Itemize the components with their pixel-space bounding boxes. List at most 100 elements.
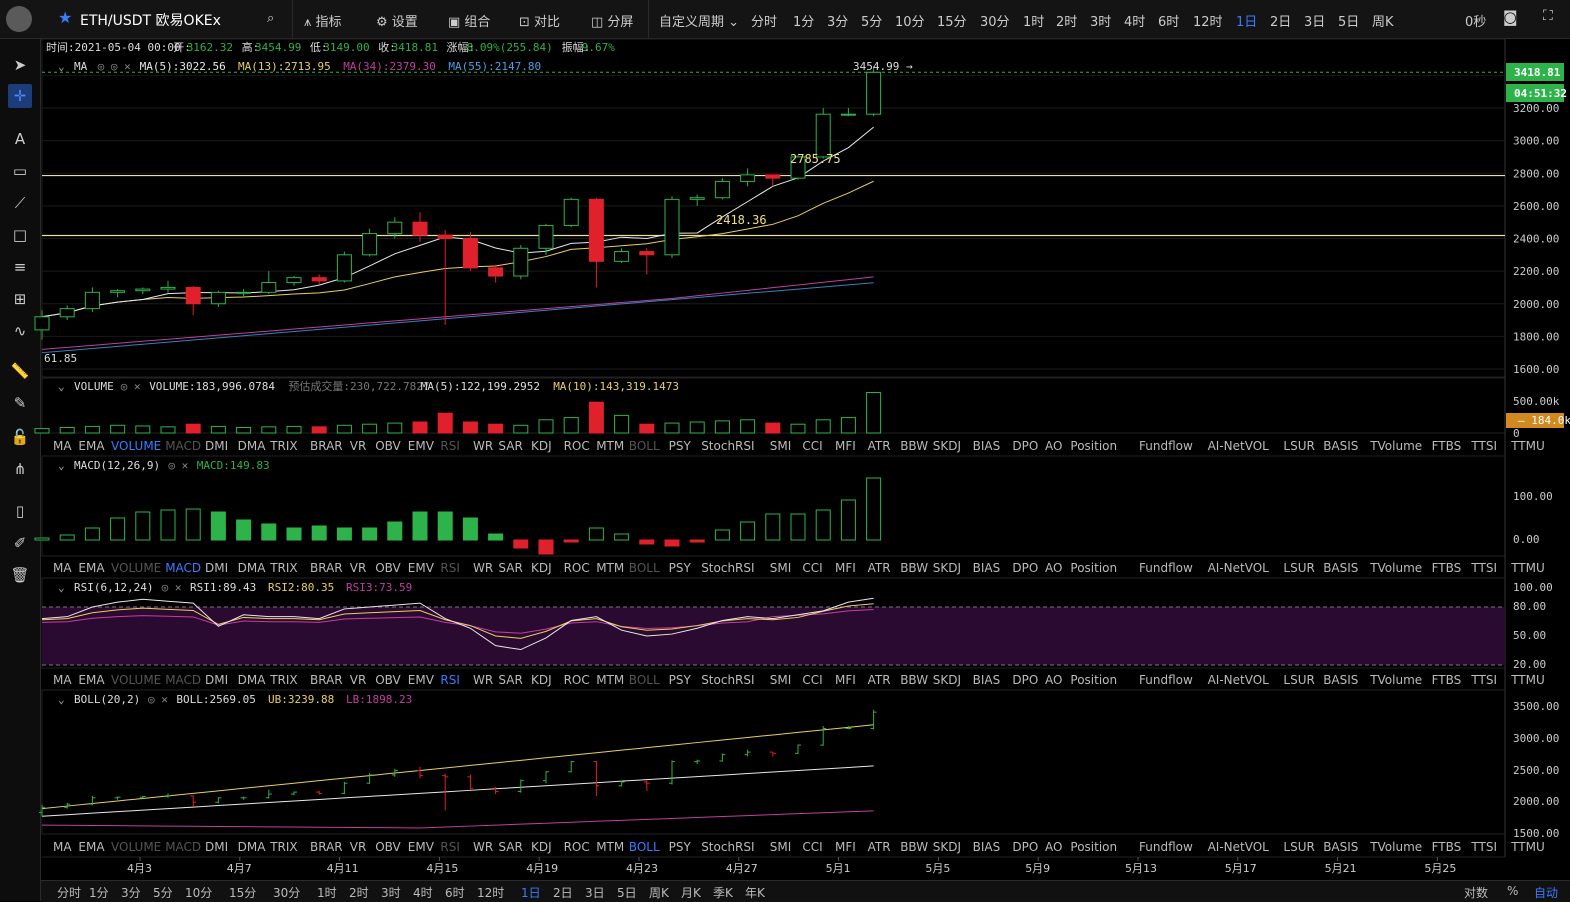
vol-tab-11[interactable]: RSI bbox=[440, 439, 460, 453]
vol-tab-24[interactable]: BBW bbox=[900, 439, 928, 453]
combo-button[interactable]: ▣ 组合 bbox=[448, 15, 491, 30]
bottom-period-13[interactable]: 1日 bbox=[521, 886, 541, 900]
rsi-tab-7[interactable]: BRAR bbox=[310, 673, 343, 687]
rsi-tab-6[interactable]: TRIX bbox=[269, 673, 297, 687]
macd-tab-19[interactable]: StochRSI bbox=[701, 561, 754, 575]
period-0[interactable]: 分时 bbox=[751, 15, 778, 30]
boll-tab-0[interactable]: MA bbox=[53, 840, 72, 854]
settings-button[interactable]: ⚙ 设置 bbox=[376, 15, 418, 30]
fib-tool-icon[interactable]: ≡ bbox=[13, 258, 27, 276]
macd-tab-24[interactable]: BBW bbox=[900, 561, 928, 575]
crosshair-icon[interactable]: ✛ bbox=[8, 84, 32, 108]
vol-tab-3[interactable]: MACD bbox=[165, 439, 201, 453]
rsi-tab-12[interactable]: WR bbox=[473, 673, 493, 687]
rsi-tab-2[interactable]: VOLUME bbox=[111, 673, 161, 687]
camera-icon[interactable]: ◙ bbox=[1503, 8, 1518, 26]
period-10[interactable]: 4时 bbox=[1124, 15, 1146, 30]
line-tool-icon[interactable]: ⟋ bbox=[14, 194, 26, 212]
vol-tab-25[interactable]: SKDJ bbox=[933, 439, 961, 453]
vol-tab-10[interactable]: EMV bbox=[408, 439, 435, 453]
bottom-period-9[interactable]: 3时 bbox=[381, 886, 401, 900]
period-4[interactable]: 10分 bbox=[895, 15, 925, 30]
macd-tab-6[interactable]: TRIX bbox=[269, 561, 297, 575]
boll-tab-4[interactable]: DMI bbox=[205, 840, 228, 854]
ruler-icon[interactable]: 📏 bbox=[10, 362, 30, 380]
bottom-period-14[interactable]: 2日 bbox=[553, 886, 573, 900]
macd-tab-14[interactable]: KDJ bbox=[531, 561, 552, 575]
rsi-tab-18[interactable]: PSY bbox=[669, 673, 692, 687]
bottom-period-17[interactable]: 周K bbox=[649, 886, 669, 900]
scale-option-1[interactable]: % bbox=[1507, 884, 1519, 898]
price-label-icon[interactable]: ▭ bbox=[12, 162, 28, 180]
macd-tab-4[interactable]: DMI bbox=[205, 561, 228, 575]
vol-tab-2[interactable]: VOLUME bbox=[111, 439, 161, 453]
vol-tab-35[interactable]: FTBS bbox=[1432, 439, 1462, 453]
macd-tab-25[interactable]: SKDJ bbox=[933, 561, 961, 575]
boll-tab-21[interactable]: CCI bbox=[802, 840, 822, 854]
macd-tab-22[interactable]: MFI bbox=[835, 561, 856, 575]
rsi-tab-13[interactable]: SAR bbox=[498, 673, 522, 687]
period-9[interactable]: 3时 bbox=[1090, 15, 1112, 30]
custom-period-dropdown[interactable]: 自定义周期 ⌄ bbox=[659, 15, 740, 30]
rsi-tab-21[interactable]: CCI bbox=[802, 673, 822, 687]
vol-tab-7[interactable]: BRAR bbox=[310, 439, 343, 453]
bottom-period-12[interactable]: 12时 bbox=[477, 886, 505, 900]
period-8[interactable]: 2时 bbox=[1056, 15, 1078, 30]
cursor-arrow-icon[interactable]: ➤ bbox=[13, 56, 27, 74]
rsi-tab-15[interactable]: ROC bbox=[564, 673, 590, 687]
app-logo-icon[interactable] bbox=[6, 6, 32, 32]
macd-tab-11[interactable]: RSI bbox=[440, 561, 460, 575]
vol-tab-26[interactable]: BIAS bbox=[973, 439, 1001, 453]
rsi-tab-20[interactable]: SMI bbox=[770, 673, 792, 687]
boll-tab-9[interactable]: OBV bbox=[375, 840, 401, 854]
rsi-tab-3[interactable]: MACD bbox=[165, 673, 201, 687]
boll-tab-20[interactable]: SMI bbox=[770, 840, 792, 854]
macd-tab-32[interactable]: LSUR bbox=[1283, 561, 1314, 575]
vol-tab-23[interactable]: ATR bbox=[868, 439, 891, 453]
period-12[interactable]: 12时 bbox=[1193, 15, 1223, 30]
macd-tab-21[interactable]: CCI bbox=[802, 561, 822, 575]
bottom-period-16[interactable]: 5日 bbox=[617, 886, 637, 900]
macd-tab-26[interactable]: BIAS bbox=[973, 561, 1001, 575]
boll-tab-2[interactable]: VOLUME bbox=[111, 840, 161, 854]
bottom-period-15[interactable]: 3日 bbox=[585, 886, 605, 900]
vol-tab-17[interactable]: BOLL bbox=[629, 439, 660, 453]
macd-tab-16[interactable]: MTM bbox=[596, 561, 624, 575]
rsi-tab-10[interactable]: EMV bbox=[408, 673, 435, 687]
grid-tool-icon[interactable]: ⊞ bbox=[13, 290, 27, 308]
macd-tab-12[interactable]: WR bbox=[473, 561, 493, 575]
macd-tab-2[interactable]: VOLUME bbox=[111, 561, 161, 575]
trash-icon[interactable]: 🗑 bbox=[10, 566, 30, 584]
bottom-period-5[interactable]: 15分 bbox=[229, 886, 257, 900]
macd-tab-18[interactable]: PSY bbox=[669, 561, 692, 575]
split-screen-button[interactable]: ◫ 分屏 bbox=[591, 15, 634, 30]
boll-tab-37[interactable]: TTMU bbox=[1510, 840, 1545, 854]
rsi-tab-5[interactable]: DMA bbox=[238, 673, 267, 687]
vol-tab-15[interactable]: ROC bbox=[564, 439, 590, 453]
rsi-tab-32[interactable]: LSUR bbox=[1283, 673, 1314, 687]
boll-tab-8[interactable]: VR bbox=[350, 840, 367, 854]
rsi-tab-4[interactable]: DMI bbox=[205, 673, 228, 687]
rsi-tab-0[interactable]: MA bbox=[53, 673, 72, 687]
scale-option-2[interactable]: 自动 bbox=[1534, 886, 1559, 900]
bottom-period-19[interactable]: 季K bbox=[713, 886, 733, 900]
vol-tab-14[interactable]: KDJ bbox=[531, 439, 552, 453]
boll-tab-13[interactable]: SAR bbox=[498, 840, 522, 854]
macd-tab-34[interactable]: TVolume bbox=[1369, 561, 1422, 575]
vol-tab-33[interactable]: BASIS bbox=[1323, 439, 1358, 453]
boll-tab-34[interactable]: TVolume bbox=[1369, 840, 1422, 854]
boll-tab-19[interactable]: StochRSI bbox=[701, 840, 754, 854]
boll-tab-22[interactable]: MFI bbox=[835, 840, 856, 854]
bottom-period-10[interactable]: 4时 bbox=[413, 886, 433, 900]
macd-tab-28[interactable]: AO bbox=[1045, 561, 1062, 575]
rsi-tab-33[interactable]: BASIS bbox=[1323, 673, 1358, 687]
template-icon[interactable]: ✐ bbox=[13, 534, 27, 552]
wave-tool-icon[interactable]: ∿ bbox=[13, 322, 27, 340]
vol-tab-31[interactable]: AI-NetVOL bbox=[1208, 439, 1270, 453]
boll-tab-10[interactable]: EMV bbox=[408, 840, 435, 854]
boll-tab-28[interactable]: AO bbox=[1045, 840, 1062, 854]
vol-tab-6[interactable]: TRIX bbox=[269, 439, 297, 453]
vol-tab-1[interactable]: EMA bbox=[78, 439, 105, 453]
boll-tab-6[interactable]: TRIX bbox=[269, 840, 297, 854]
boll-tab-32[interactable]: LSUR bbox=[1283, 840, 1314, 854]
